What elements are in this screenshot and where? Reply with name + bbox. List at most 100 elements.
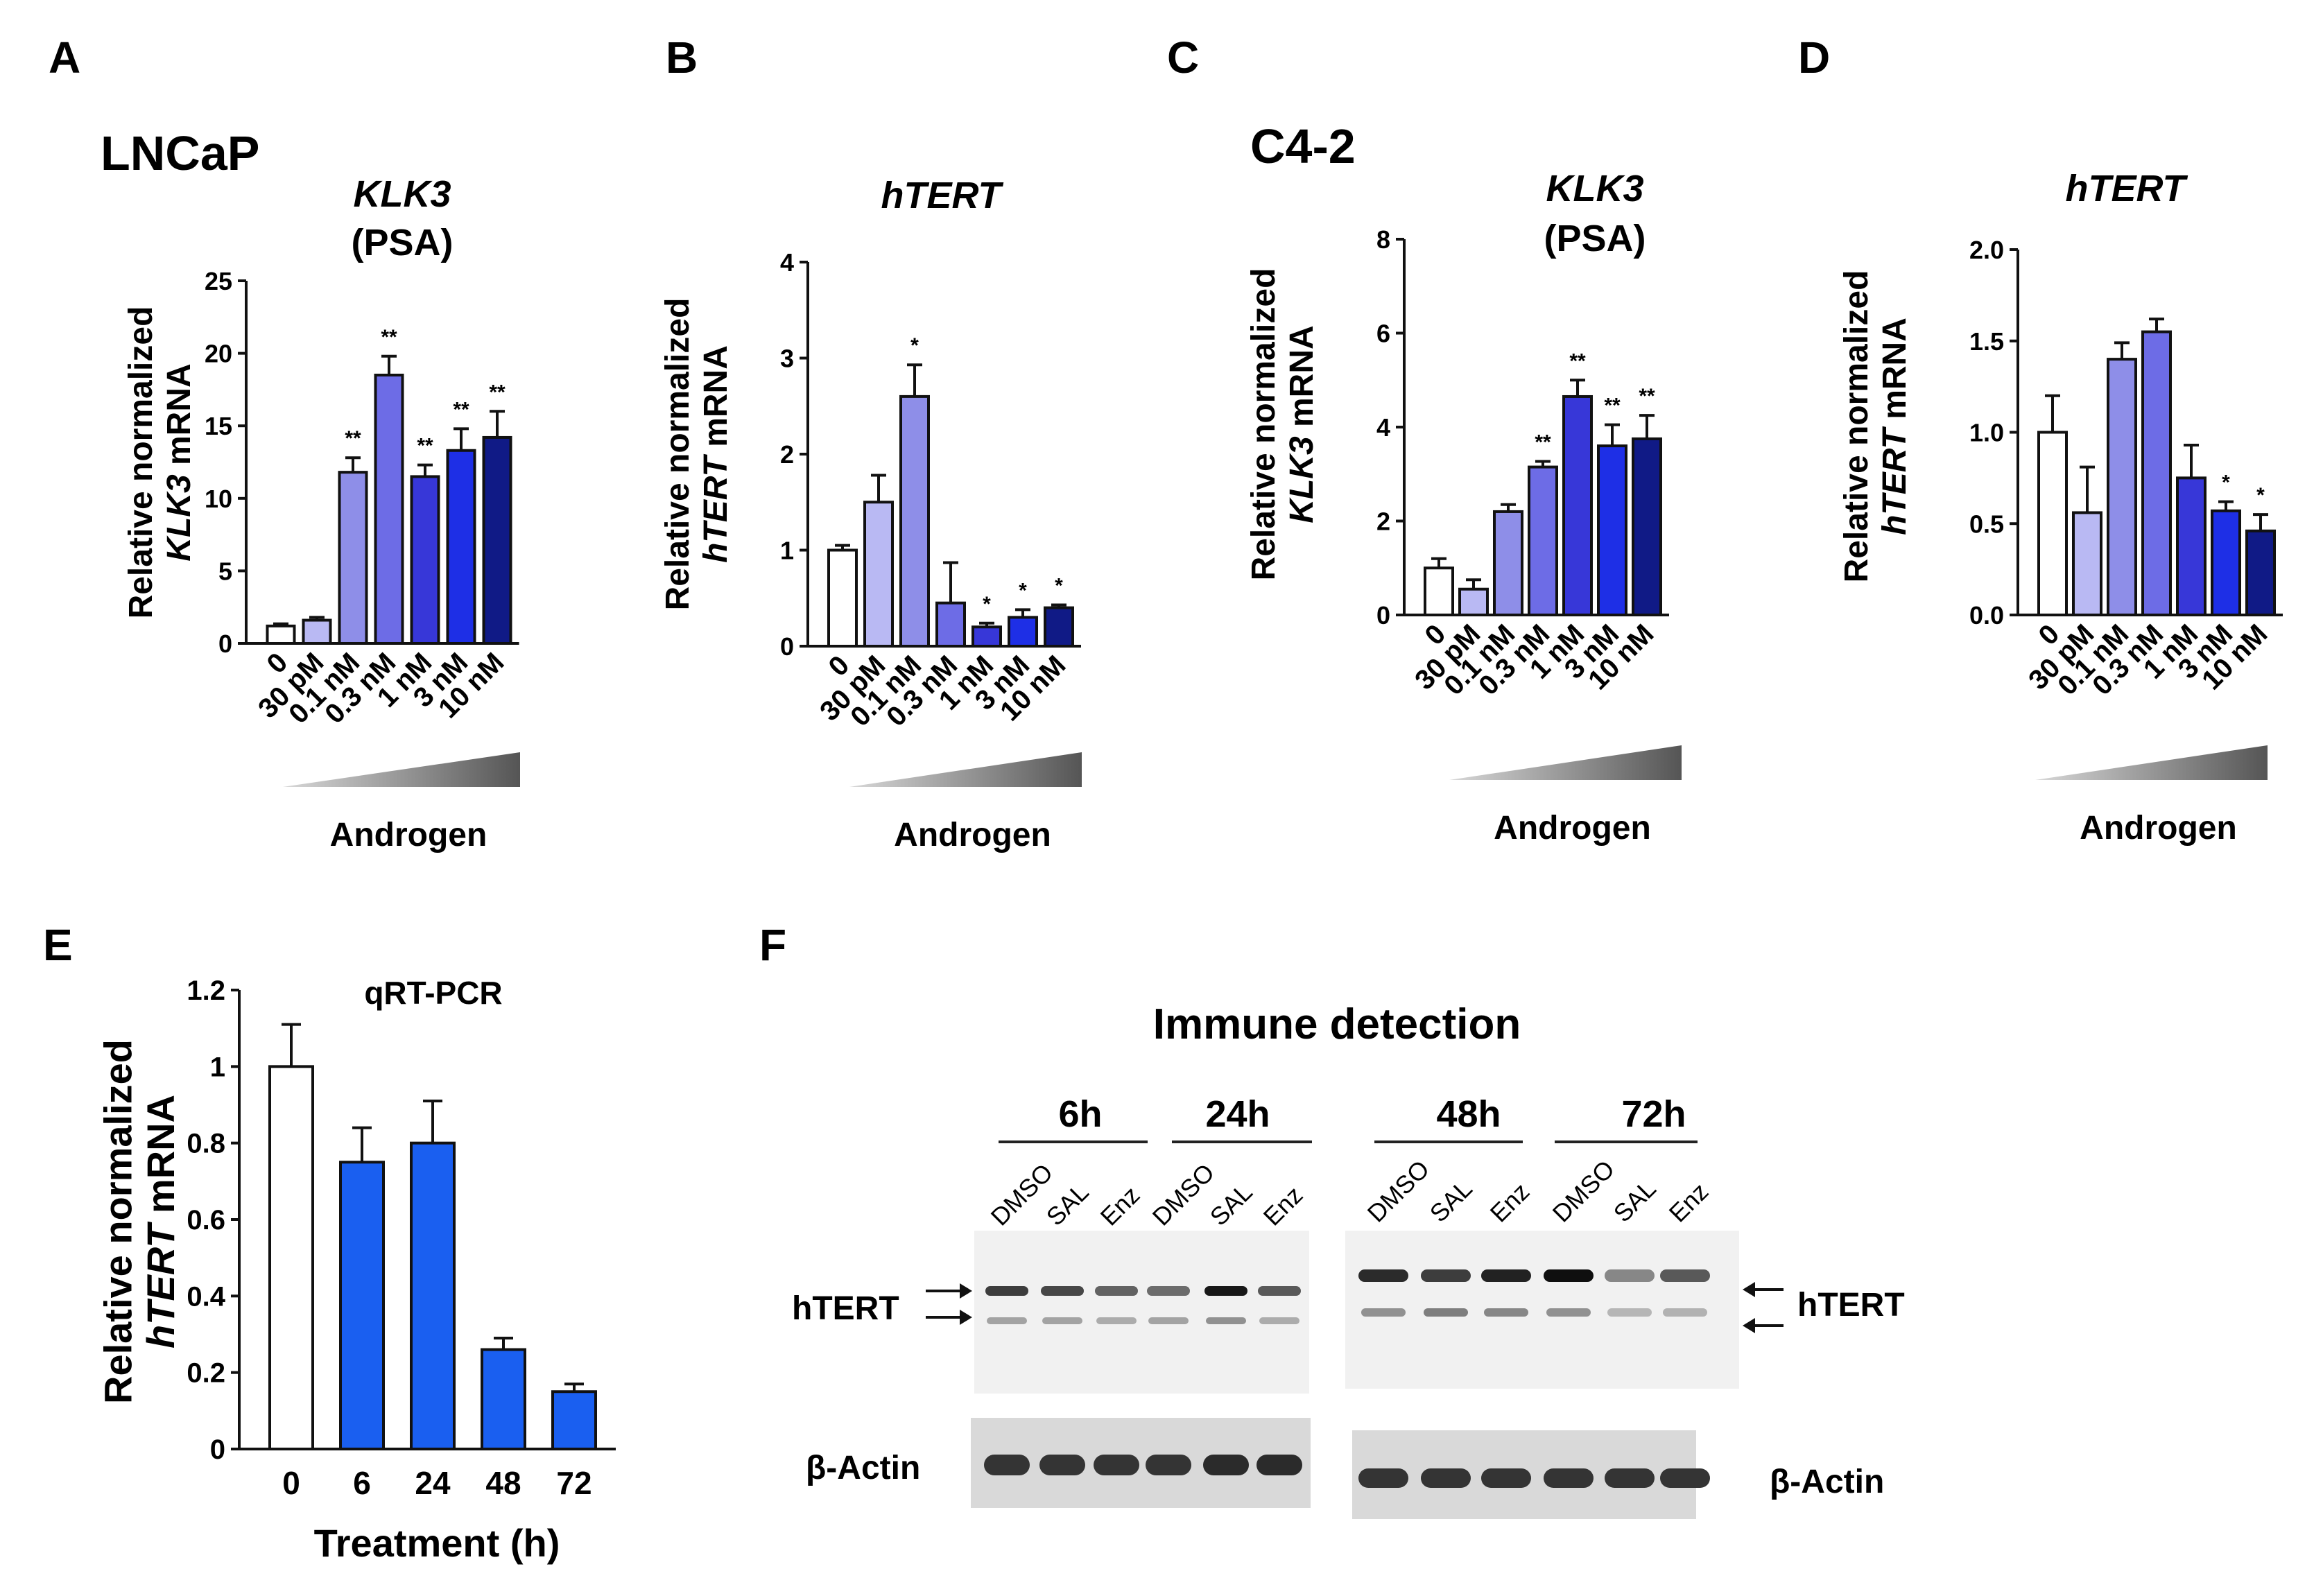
actin-label-left: β-Actin	[806, 1450, 920, 1486]
lane-label-enz: Enz	[1095, 1181, 1146, 1231]
bar-30pM	[2072, 511, 2102, 616]
significance-marker: **	[1604, 394, 1621, 417]
significance-marker: **	[381, 326, 397, 349]
band-htert-upper	[1544, 1269, 1594, 1282]
bar-3nM	[2211, 509, 2241, 616]
bar-48h	[481, 1348, 526, 1450]
band-htert-upper	[985, 1286, 1028, 1296]
blot-htert-left	[974, 1231, 1309, 1394]
y-axis-title-suffix: mRNA	[1876, 318, 1913, 428]
band-htert-lower	[1148, 1317, 1189, 1324]
y-axis-title-line1: Relative normalized	[1245, 268, 1282, 581]
y-axis-title: Relative normalizedhTERT mRNA	[96, 1039, 182, 1404]
significance-marker: *	[1019, 579, 1027, 602]
arrow-lower-right-icon	[1743, 1318, 1784, 1333]
lane-label-dmso: DMSO	[1547, 1154, 1620, 1227]
band-actin	[1094, 1455, 1139, 1475]
y-tick-label: 0.2	[187, 1358, 225, 1389]
bar-0h	[268, 1065, 314, 1451]
y-tick-label: 4	[780, 248, 794, 277]
bar-72h	[551, 1390, 597, 1450]
y-axis-title: Relative normalizedhTERT mRNA	[1838, 270, 1913, 583]
bar-10nM	[1632, 437, 1662, 616]
significance-marker: *	[983, 593, 991, 616]
chart-e-htert-time: 0 0.2 0.4 0.6 0.8 1 1.2 0 6 24 48 72 qRT-PCR Treatmen…	[96, 975, 616, 1565]
band-actin	[1660, 1468, 1710, 1488]
significance-marker: **	[489, 381, 506, 404]
y-tick-label: 0	[210, 1434, 225, 1465]
chart-title-gene: KLK3	[1546, 168, 1643, 209]
lane-label-dmso: DMSO	[985, 1158, 1058, 1231]
panel-label-b: B	[666, 33, 698, 83]
htert-label-right: hTERT	[1797, 1287, 1905, 1324]
bar-01nM	[899, 394, 930, 648]
y-tick-label: 1	[210, 1052, 225, 1082]
lane-label-sal: SAL	[1608, 1174, 1661, 1228]
androgen-gradient-wedge	[1449, 745, 1682, 780]
band-actin	[1257, 1455, 1302, 1475]
band-htert-lower	[1424, 1308, 1468, 1317]
androgen-label: Androgen	[894, 817, 1051, 853]
y-tick-label: 1	[780, 537, 794, 565]
blot-bands	[984, 1269, 1710, 1488]
bar-03nM	[2141, 330, 2172, 616]
significance-marker: **	[453, 398, 469, 421]
cell-line-c42: C4-2	[1250, 119, 1356, 173]
y-axis-title-gene: hTERT	[698, 453, 734, 562]
actin-label-right: β-Actin	[1770, 1464, 1884, 1500]
y-tick-label: 4	[1376, 413, 1390, 442]
bar-30pM	[1458, 587, 1489, 616]
significance-marker: **	[345, 427, 361, 450]
band-htert-upper	[1258, 1286, 1301, 1296]
band-actin	[1146, 1455, 1191, 1475]
x-axis-title: Treatment (h)	[314, 1521, 560, 1565]
lane-label-sal: SAL	[1424, 1174, 1478, 1228]
y-axis-title: Relative normalizedKLK3 mRNA	[123, 306, 198, 619]
arrow-upper-left-icon	[926, 1283, 972, 1299]
y-tick-label: 25	[205, 267, 232, 295]
bar-0	[1424, 566, 1454, 616]
bar-0	[266, 624, 296, 645]
chart-title: qRT-PCR	[364, 975, 502, 1011]
panel-label-d: D	[1798, 33, 1830, 83]
y-axis-title-line1: Relative normalized	[123, 306, 159, 619]
bar-03nM	[374, 373, 404, 645]
y-axis-title-line1: Relative normalized	[1838, 270, 1875, 583]
bar-10nM	[1044, 606, 1074, 648]
y-tick-label: 0.0	[1969, 601, 2004, 630]
band-htert-lower	[1361, 1308, 1406, 1317]
band-htert-upper	[1481, 1269, 1531, 1282]
bar-1nM	[971, 625, 1002, 648]
y-tick-label: 3	[780, 345, 794, 373]
y-tick-label: 1.2	[187, 975, 225, 1006]
timepoint-24h: 24h	[1205, 1093, 1270, 1135]
bar-3nM	[1008, 616, 1038, 648]
band-htert-upper	[1358, 1269, 1408, 1282]
bar-01nM	[338, 471, 368, 645]
y-tick-label: 1.0	[1969, 419, 2004, 447]
y-tick-label: 2	[1376, 508, 1390, 536]
x-category-label: 0	[282, 1465, 300, 1501]
y-tick-label: 0.5	[1969, 510, 2004, 538]
band-htert-lower	[1042, 1317, 1082, 1324]
lane-label-dmso: DMSO	[1147, 1158, 1220, 1231]
significance-marker: **	[1639, 385, 1655, 408]
lane-label-dmso: DMSO	[1362, 1154, 1435, 1227]
androgen-gradient-wedge	[283, 752, 520, 787]
androgen-label: Androgen	[330, 817, 487, 853]
y-axis-title-suffix: mRNA	[161, 363, 198, 474]
arrow-lower-left-icon	[926, 1310, 972, 1325]
y-axis-title-gene: KLK3	[1284, 436, 1320, 523]
band-actin	[1421, 1468, 1471, 1488]
androgen-label: Androgen	[1494, 810, 1651, 847]
band-htert-upper	[1605, 1269, 1655, 1282]
bar-3nM	[1597, 444, 1627, 616]
chart-title-gene: hTERT	[881, 175, 1004, 216]
band-htert-upper	[1421, 1269, 1471, 1282]
blot-title: Immune detection	[1153, 1000, 1521, 1048]
band-actin	[1039, 1455, 1085, 1475]
y-axis-title: Relative normalizedhTERT mRNA	[659, 298, 734, 611]
chart-title-sub: (PSA)	[1544, 218, 1646, 259]
bar-24h	[410, 1141, 456, 1450]
